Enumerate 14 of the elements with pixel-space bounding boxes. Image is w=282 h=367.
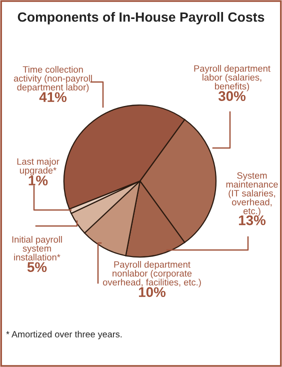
slice-label: Time collection activity (non-payroll department labor)	[14, 66, 92, 92]
data-label: 5%	[27, 262, 47, 272]
text: * Amortized over three years.	[6, 330, 122, 340]
slice-label: Payroll department nonlabor (corporate overhead, facilities, etc.)	[102, 261, 201, 288]
data-label: 1%	[28, 176, 48, 186]
slice-label: System maintenance (IT salaries, overhead, etc.)	[226, 172, 278, 216]
data-label: 13%	[238, 215, 266, 226]
chart-title: Components of In-House Payroll Costs	[18, 12, 264, 24]
data-label: 41%	[39, 92, 67, 102]
slice-label: Last major upgrade*	[17, 158, 60, 176]
slice-label: Initial payroll system installation*	[12, 236, 62, 260]
slice-label: Payroll department labor (salaries, benefits)	[194, 65, 270, 92]
data-label: 10%	[138, 287, 166, 297]
data-label: 30%	[218, 91, 246, 102]
